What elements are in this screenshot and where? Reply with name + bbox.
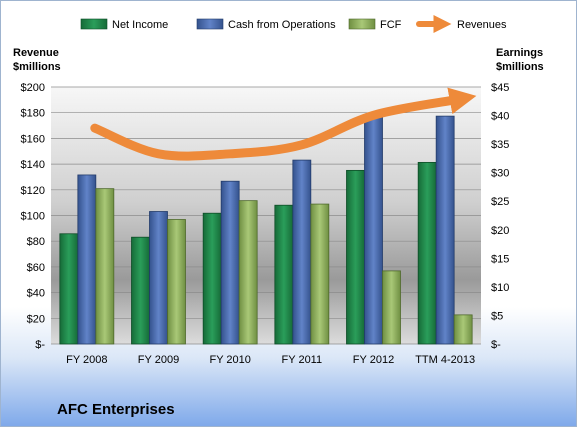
bar-fcf <box>382 270 401 345</box>
left-tick-label: $200 <box>21 82 45 94</box>
legend-label-cfo: Cash from Operations <box>228 19 336 31</box>
category-label: FY 2008 <box>66 354 107 366</box>
legend-swatch-net-income <box>80 18 108 30</box>
bar-fcf <box>238 200 258 345</box>
category-label: FY 2012 <box>353 354 394 366</box>
grid-layer <box>51 86 481 345</box>
right-tick-label: $20 <box>491 225 509 237</box>
right-axis-title-line1: Earnings <box>496 47 543 59</box>
right-tick-label: $- <box>491 339 501 351</box>
right-tick-label: $45 <box>491 82 509 94</box>
legend-swatch-fcf <box>348 18 376 30</box>
bar-cfo <box>77 174 97 345</box>
company-title: AFC Enterprises <box>57 401 175 418</box>
legend-swatch-cfo <box>196 18 224 30</box>
right-tick-label: $30 <box>491 168 509 180</box>
left-axis-title-line2: $millions <box>13 61 61 73</box>
right-tick-label: $15 <box>491 253 509 265</box>
bar-fcf <box>167 219 186 345</box>
right-tick-label: $25 <box>491 196 509 208</box>
left-tick-label: $60 <box>27 262 45 274</box>
bar-cfo <box>292 159 312 345</box>
bar-fcf <box>310 203 330 345</box>
bar-net-income <box>131 236 150 345</box>
left-tick-label: $180 <box>21 108 45 120</box>
bar-fcf <box>95 188 115 345</box>
right-tick-layer: $- $5 $10 $15 $20 $25 $30 $35 $40 $45 <box>491 82 509 351</box>
right-axis-title-line2: $millions <box>496 61 544 73</box>
legend-label-revenues: Revenues <box>457 19 507 31</box>
right-tick-label: $40 <box>491 111 509 123</box>
right-tick-label: $10 <box>491 282 509 294</box>
left-tick-label: $140 <box>21 159 45 171</box>
left-tick-label: $20 <box>27 313 45 325</box>
bar-cfo <box>364 114 383 345</box>
left-tick-label: $120 <box>21 185 45 197</box>
line-layer <box>90 87 477 161</box>
left-tick-label: $100 <box>21 211 45 223</box>
bar-net-income <box>274 204 294 345</box>
bar-cfo <box>149 211 168 345</box>
bar-cfo <box>435 115 455 345</box>
bar-net-income <box>417 161 437 345</box>
category-layer: FY 2008 FY 2009 FY 2010 FY 2011 FY 2012 TTM 4… <box>66 354 475 366</box>
category-label: FY 2009 <box>138 354 179 366</box>
bar-net-income <box>346 169 365 345</box>
legend-label-net-income: Net Income <box>112 19 168 31</box>
left-tick-label: $80 <box>27 236 45 248</box>
left-tick-layer: $- $20 $40 $60 $80 $100 $120 $140 $160 $180 $200 <box>21 82 46 351</box>
bar-net-income <box>202 212 222 345</box>
left-tick-label: $160 <box>21 133 45 145</box>
legend: Net Income Cash from Operations FCF Reve… <box>80 15 507 33</box>
bar-layer <box>59 114 473 345</box>
left-axis-title-line1: Revenue <box>13 47 59 59</box>
bar-cfo <box>220 180 240 345</box>
legend-label-fcf: FCF <box>380 19 402 31</box>
category-label: FY 2010 <box>209 354 250 366</box>
left-tick-label: $- <box>35 339 45 351</box>
revenue-line <box>90 87 477 161</box>
right-tick-label: $5 <box>491 310 503 322</box>
left-tick-label: $40 <box>27 288 45 300</box>
bar-net-income <box>59 233 79 345</box>
category-label: TTM 4-2013 <box>415 354 475 366</box>
category-label: FY 2011 <box>282 354 323 366</box>
bar-fcf <box>453 314 473 345</box>
right-tick-label: $35 <box>491 139 509 151</box>
